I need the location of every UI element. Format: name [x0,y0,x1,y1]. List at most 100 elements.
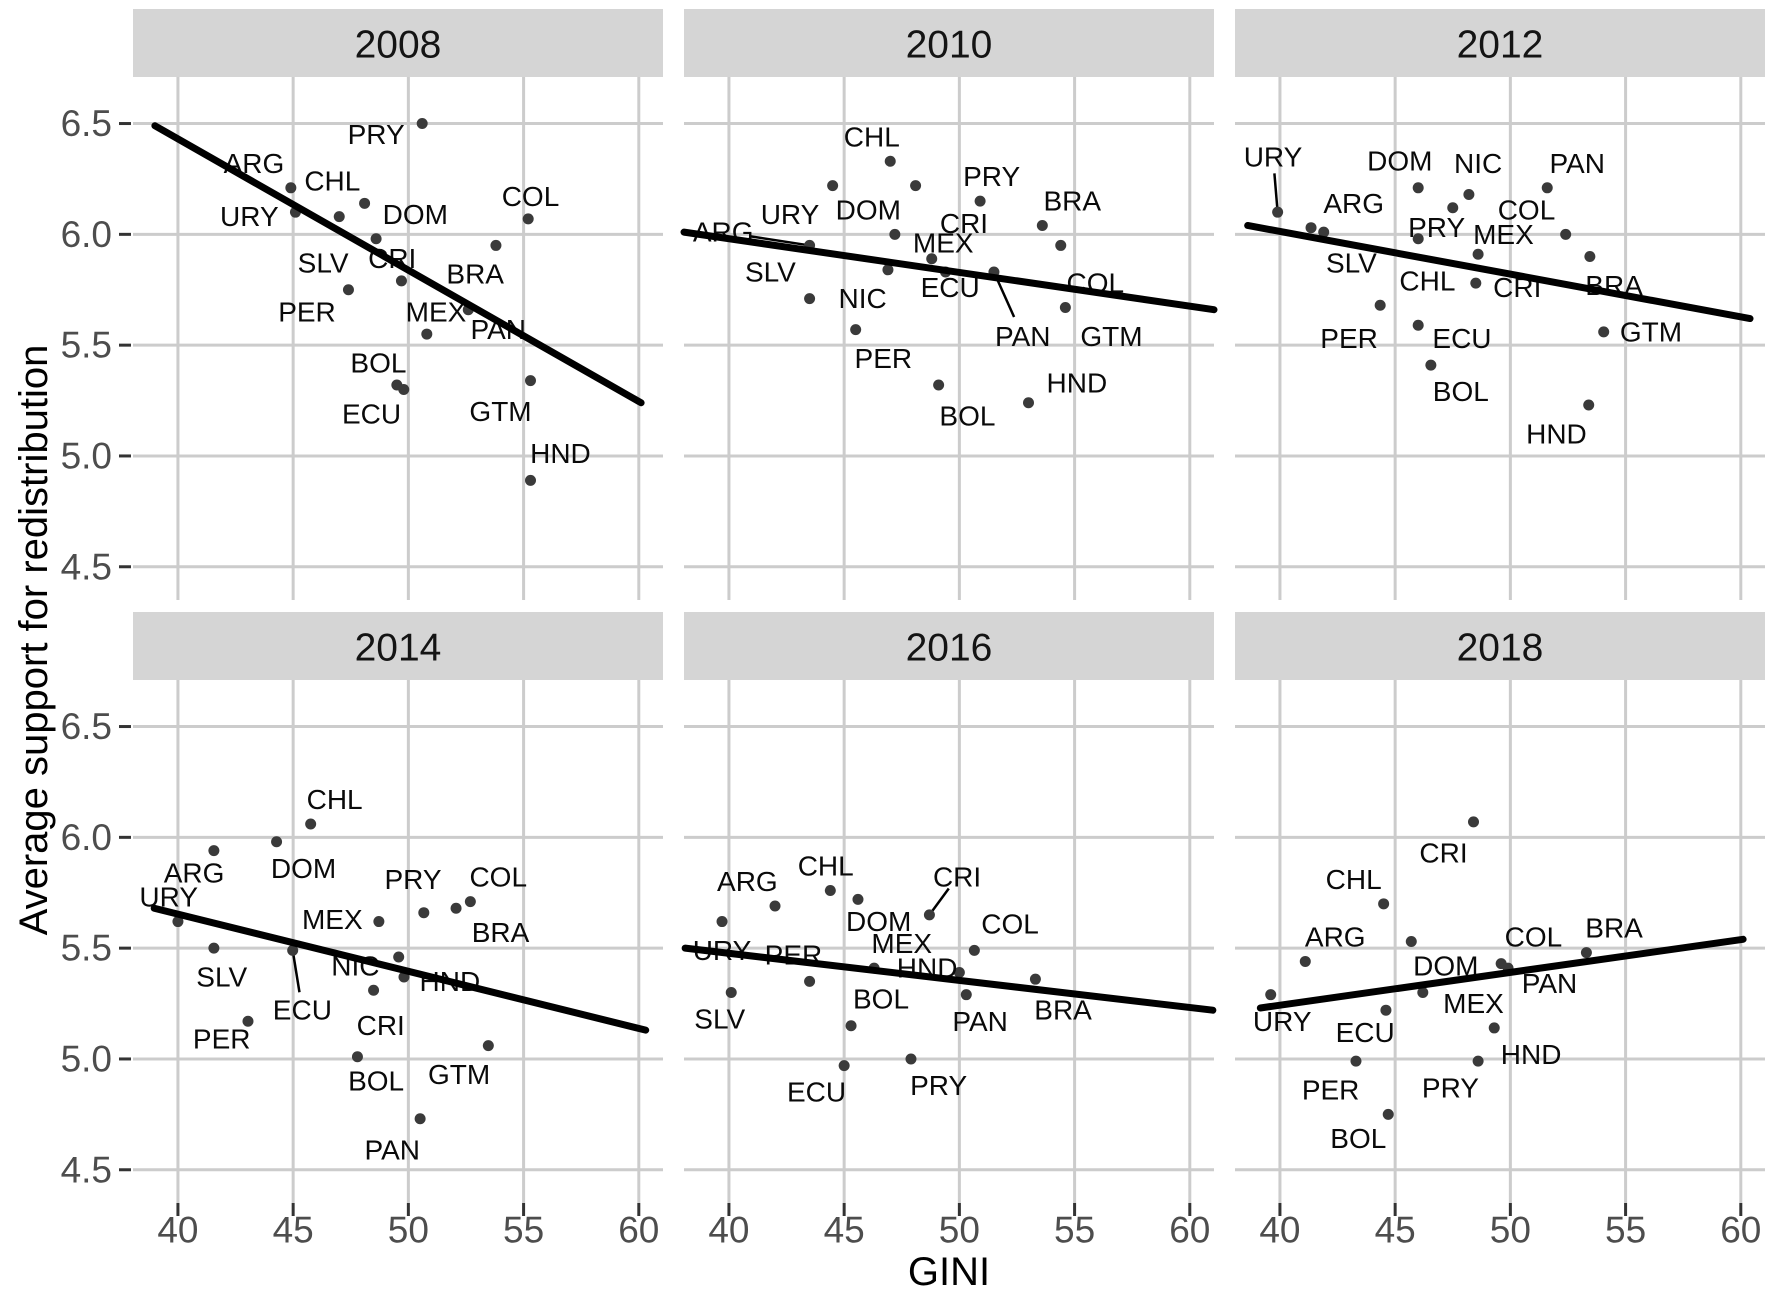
facet-strip [684,612,1214,680]
data-point [1470,277,1482,289]
country-label: PRY [1422,1072,1479,1103]
x-tick-label: 55 [1605,1210,1646,1251]
facet-strip [133,612,663,680]
data-point [824,885,836,897]
y-tick-label: 5.0 [61,1038,112,1079]
country-label: ARG [164,857,225,888]
y-tick-label: 4.5 [61,1149,112,1190]
country-label: HND [1526,418,1587,449]
country-label: BOL [939,401,995,432]
country-label: DOM [846,906,911,937]
data-point [271,836,283,848]
data-point [910,180,922,192]
data-point [1036,219,1048,231]
country-label: BOL [1433,376,1489,407]
data-point [1425,359,1437,371]
data-point [1023,397,1034,409]
country-label: ARG [1323,188,1384,219]
facet-strip-label: 2008 [355,24,442,67]
data-point [395,275,407,287]
data-point [852,893,864,905]
data-point [393,951,405,963]
data-point [242,1015,254,1027]
y-tick-label: 6.0 [61,214,112,255]
trend-line [680,228,1218,314]
country-label: DOM [271,853,336,884]
country-label: HND [1501,1039,1562,1070]
data-point [905,1053,917,1065]
data-point [1488,1022,1500,1034]
data-point [464,896,476,908]
facet-strip-label: 2016 [906,627,993,670]
country-label: CHL [304,166,360,197]
x-tick-label: 55 [1054,1210,1095,1251]
country-label: PAN [995,321,1051,352]
country-label: PRY [910,1070,967,1101]
country-label: COL [981,908,1039,939]
facet-strip [133,9,663,77]
country-label: CRI [940,208,988,239]
data-point [1318,226,1330,238]
data-point [490,239,502,251]
country-label: GTM [428,1059,490,1090]
country-label: DOM [383,199,448,230]
data-point [1405,936,1417,947]
data-point [208,845,220,857]
y-tick-label: 6.5 [61,103,112,144]
y-tick-label: 5.5 [61,325,112,366]
leader-line [291,950,301,993]
country-label: CRI [1419,837,1467,868]
country-label: GTM [1080,321,1142,352]
country-label: ECU [1336,1017,1395,1048]
y-tick-label: 6.5 [61,706,112,747]
x-tick-label: 40 [157,1210,198,1251]
data-point [926,253,938,265]
country-label: URY [139,882,198,913]
country-label: NIC [838,283,886,314]
data-point [827,180,839,192]
x-tick-label: 40 [1259,1210,1300,1251]
country-label: CHL [1326,864,1382,895]
data-point [1541,182,1553,194]
trend-line [150,904,650,1034]
data-point [804,293,816,305]
x-tick-label: 45 [1375,1210,1416,1251]
data-point [1468,816,1479,828]
facet-strip [1235,612,1765,680]
data-point [1584,251,1596,263]
data-point [1299,955,1311,967]
y-tick-label: 4.5 [61,546,112,587]
country-label: PAN [364,1134,420,1165]
country-label: COL [469,862,527,893]
country-label: MEX [1473,219,1534,250]
data-point [838,1060,850,1072]
x-tick-label: 60 [1169,1210,1210,1251]
country-label: NIC [1454,148,1502,179]
data-point [1472,1055,1484,1067]
country-label: CHL [307,784,363,815]
data-point [1378,898,1390,910]
data-point [285,182,297,194]
data-point [1055,239,1067,251]
country-label: PAN [952,1006,1008,1037]
country-label: COL [502,181,560,212]
x-tick-label: 55 [503,1210,544,1251]
data-point [1272,206,1284,218]
country-label: PER [193,1024,251,1055]
data-point [421,328,433,340]
y-axis-title: Average support for redistribution [12,345,56,936]
country-label: ARG [717,866,778,897]
data-point [398,383,410,395]
data-point [1598,326,1610,338]
x-tick-label: 45 [824,1210,865,1251]
data-point [923,909,935,921]
data-point [1412,182,1424,194]
country-label: SLV [196,961,247,992]
data-point [1560,228,1572,240]
data-point [1059,301,1071,313]
country-label: DOM [1367,146,1432,177]
country-label: ECU [273,995,332,1026]
data-point [1412,319,1424,331]
country-label: PRY [1408,212,1465,243]
